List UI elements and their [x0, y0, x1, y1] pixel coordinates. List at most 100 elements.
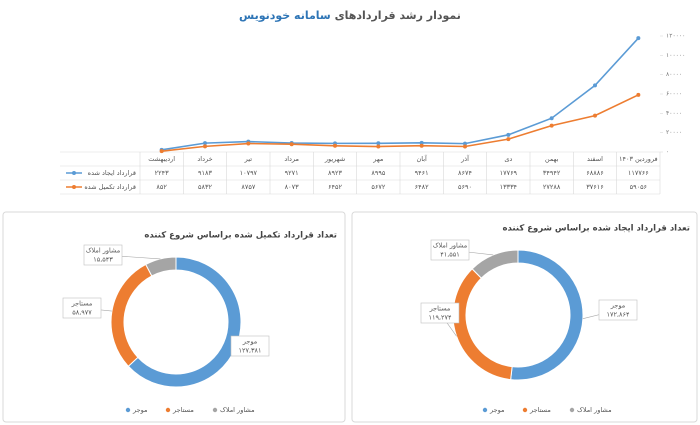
data-label: ۸۶۷۴	[458, 169, 472, 177]
callout-value: ۱۵,۵۴۳	[93, 256, 113, 264]
data-point	[333, 143, 337, 148]
data-label: ۹۲۷۱	[285, 169, 299, 177]
callout-value: ۱۲۷,۳۸۱	[238, 347, 261, 355]
x-tick-label: بهمن	[545, 155, 559, 163]
y-tick-label: ۱۲۰۰۰۰	[666, 33, 685, 40]
data-label: ۹۱۸۳	[198, 169, 212, 177]
x-tick-label: دی	[504, 155, 512, 163]
donut-slice	[145, 256, 177, 277]
data-label: ۲۷۲۸۸	[543, 183, 561, 191]
legend-marker	[482, 407, 488, 413]
callout-box	[420, 302, 460, 324]
callout-category: مستاجر	[429, 305, 451, 313]
callout-category: موجر	[610, 302, 625, 310]
legend-marker	[569, 407, 575, 413]
y-tick-label: ۰	[666, 149, 669, 156]
data-point	[376, 144, 381, 149]
data-label: ۱۳۳۳۴	[500, 183, 518, 191]
data-label: ۸۹۲۳	[328, 169, 342, 177]
legend-label: قرارداد تکمیل شده	[84, 183, 136, 191]
data-label: ۸۹۹۵	[371, 169, 385, 177]
card	[351, 211, 698, 423]
data-point	[376, 141, 381, 146]
data-point	[636, 36, 641, 41]
legend-marker	[212, 407, 218, 413]
data-label: ۶۴۸۲	[415, 183, 429, 191]
data-point	[246, 141, 251, 146]
data-label: ۹۴۶۱	[415, 169, 429, 177]
card-title: تعداد قرارداد تکمیل شده براساس شروع کنند…	[144, 231, 337, 241]
x-tick-label: آذر	[460, 154, 470, 163]
card	[2, 211, 346, 423]
x-tick-label: مرداد	[284, 155, 299, 163]
callout-value: ۱۱۹,۲۷۴	[428, 314, 452, 322]
data-point	[289, 142, 294, 147]
data-point	[159, 149, 164, 154]
callout-box	[83, 244, 123, 266]
data-label: ۳۷۶۱۶	[586, 183, 603, 191]
data-label: ۱۷۷۶۹	[500, 169, 518, 177]
title-text: نمودار رشد قراردادهای	[335, 9, 461, 22]
data-label: ۲۲۴۳	[155, 169, 169, 177]
y-tick-label: ۶۰۰۰۰	[666, 91, 682, 98]
x-tick-label: اردیبهشت	[148, 155, 175, 163]
callout-category: مشاور املاک	[433, 242, 468, 250]
callout-value: ۵۸,۹۷۷	[72, 309, 92, 317]
data-label: ۱۱۷۷۶۶	[628, 169, 649, 177]
data-label: ۸۰۷۳	[285, 183, 299, 191]
data-label: ۵۶۷۲	[371, 183, 385, 191]
data-point	[203, 141, 207, 146]
donut-slice	[471, 249, 519, 279]
legend-label: موجر	[132, 406, 147, 414]
x-tick-label: اسفند	[587, 155, 603, 163]
y-tick-label: ۱۰۰۰۰۰	[666, 52, 685, 59]
data-point	[506, 137, 511, 142]
data-label: ۸۵۲	[156, 183, 167, 191]
data-label: ۸۷۵۷	[241, 183, 255, 191]
data-label: ۳۴۹۴۲	[543, 169, 561, 177]
series-line	[161, 37, 639, 151]
data-label: ۵۸۳۲	[198, 183, 212, 191]
callout-box	[230, 335, 270, 357]
data-label: ۶۸۸۸۶	[586, 169, 603, 177]
data-label: ۶۴۵۲	[328, 183, 342, 191]
x-tick-label: تیر	[244, 155, 253, 163]
x-tick-label: آبان	[416, 154, 428, 163]
data-point	[203, 144, 207, 149]
data-point	[549, 123, 554, 128]
legend-marker	[522, 407, 528, 413]
data-point	[463, 141, 467, 146]
callout-category: موجر	[242, 338, 257, 346]
legend-marker	[72, 185, 76, 189]
title-highlight: سامانه خودنویس	[239, 9, 331, 22]
data-point	[636, 92, 641, 97]
legend-label: مستاجر	[529, 406, 551, 414]
data-label: ۱۰۷۹۷	[240, 169, 258, 177]
data-label: ۵۶۹۰	[458, 183, 472, 191]
data-point	[593, 83, 597, 88]
x-tick-label: شهریور	[324, 155, 345, 163]
data-point	[463, 144, 467, 149]
legend-label: مستاجر	[172, 406, 194, 414]
callout-value: ۱۷۲,۸۶۴	[606, 311, 630, 319]
data-point	[506, 132, 511, 137]
y-tick-label: ۲۰۰۰۰	[666, 129, 682, 136]
series-line	[161, 94, 639, 152]
data-point	[593, 113, 597, 118]
x-tick-label: فروردین ۱۴۰۳	[619, 155, 658, 163]
callout-box	[430, 239, 470, 261]
legend-label: قرارداد ایجاد شده	[88, 169, 136, 177]
callout-category: مشاور املاک	[86, 247, 121, 255]
x-tick-label: مهر	[372, 155, 383, 163]
data-point	[549, 116, 554, 121]
legend-label: مشاور املاک	[577, 406, 612, 414]
data-point	[419, 140, 424, 145]
chart-title: نمودار رشد قراردادهای سامانه خودنویس	[239, 9, 461, 22]
legend-marker	[165, 407, 171, 413]
callout-value: ۴۱,۵۵۱	[440, 251, 460, 259]
y-tick-label: ۴۰۰۰۰	[666, 110, 682, 117]
legend-marker	[72, 171, 76, 175]
data-label: ۵۹۰۵۶	[630, 183, 647, 191]
card-title: تعداد قرارداد ایجاد شده براساس شروع کنند…	[502, 224, 690, 234]
